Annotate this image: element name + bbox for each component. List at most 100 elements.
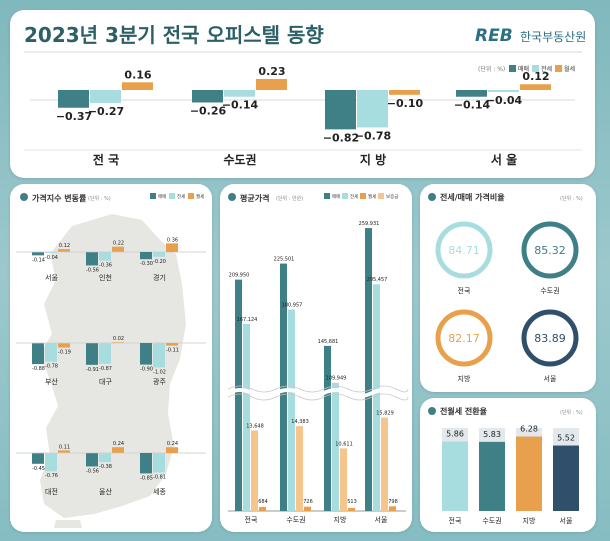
avg-price-value-label: 14,383 bbox=[291, 419, 309, 425]
regional-bar bbox=[32, 453, 44, 464]
brand-name: 한국부동산원 bbox=[520, 30, 586, 44]
axis-break-line-lower bbox=[227, 393, 409, 401]
conversion-bar bbox=[516, 436, 542, 511]
summary-value-label: −0.82 bbox=[323, 131, 359, 144]
regional-bar bbox=[112, 246, 124, 252]
summary-bar bbox=[90, 90, 121, 103]
korea-map-silhouette bbox=[40, 214, 186, 518]
regional-value-label: 0.36 bbox=[167, 237, 178, 243]
summary-chart-svg: 2023년 3분기 전국 오피스텔 동향 REB 한국부동산원 (단위 : %)… bbox=[24, 23, 586, 167]
regional-value-label: -0.76 bbox=[45, 473, 58, 479]
regional-legend-monthly-swatch bbox=[188, 193, 194, 199]
conversion-category-label: 전국 bbox=[449, 516, 462, 525]
regional-legend-monthly: 월세 bbox=[196, 193, 204, 200]
brand-mark: REB bbox=[475, 26, 513, 46]
avg-price-card: 평균가격 (단위 : 만원) 매매 전세 월세 보증금 209,950 167,1… bbox=[220, 184, 412, 532]
summary-bar bbox=[256, 78, 287, 90]
ratio-donut-value: 83.89 bbox=[534, 332, 566, 345]
regional-bar bbox=[166, 343, 178, 346]
summary-category-label: 지 방 bbox=[360, 152, 386, 167]
regional-value-label: -0.45 bbox=[32, 466, 45, 472]
jeju-island-shape bbox=[54, 520, 82, 528]
avg-legend-deposit-swatch bbox=[378, 193, 384, 199]
avg-price-bar bbox=[243, 323, 250, 511]
summary-value-label: −0.14 bbox=[454, 99, 491, 112]
axis-break-band bbox=[227, 388, 410, 398]
regional-bar bbox=[45, 453, 57, 472]
avg-price-value-label: 225,501 bbox=[274, 257, 295, 263]
regional-value-label: -0.56 bbox=[86, 267, 99, 273]
ratio-donut-value: 84.71 bbox=[448, 244, 480, 257]
ratio-donut-label: 수도권 bbox=[540, 287, 559, 295]
summary-value-label: 0.12 bbox=[522, 70, 549, 83]
avg-price-value-label: 684 bbox=[258, 499, 268, 505]
regional-name-label: 서울 bbox=[45, 273, 58, 282]
regional-value-label: 0.24 bbox=[167, 441, 178, 447]
avg-price-value-label: 259,931 bbox=[359, 221, 380, 227]
regional-value-label: 0.22 bbox=[113, 241, 124, 247]
summary-category-label: 수도권 bbox=[223, 153, 256, 167]
ratio-donut-label: 지방 bbox=[458, 374, 471, 383]
regional-name-label: 경기 bbox=[153, 273, 166, 282]
axis-break-line-upper bbox=[227, 385, 409, 393]
avg-price-value-label: 180,957 bbox=[282, 303, 303, 309]
avg-price-value-label: 109,949 bbox=[326, 376, 347, 382]
legend-jeonse-swatch bbox=[532, 65, 539, 72]
conversion-chart-svg: 전월세 전환율 (단위 : %) 5.86 전국 5.83 수도권 6.28 지방 5.52… bbox=[428, 406, 583, 525]
avg-legend-sale-swatch bbox=[324, 193, 330, 199]
conversion-title: 전월세 전환율 bbox=[440, 406, 488, 416]
regional-value-label: -0.14 bbox=[32, 257, 45, 263]
regional-bar bbox=[112, 447, 124, 453]
summary-bar bbox=[122, 82, 153, 90]
regional-name-label: 세종 bbox=[153, 487, 166, 496]
summary-card: 2023년 3분기 전국 오피스텔 동향 REB 한국부동산원 (단위 : %)… bbox=[10, 10, 595, 178]
summary-value-label: −0.10 bbox=[387, 97, 424, 110]
regional-legend-sale-swatch bbox=[150, 193, 156, 199]
ratio-donut-label: 서울 bbox=[544, 374, 557, 383]
summary-bar bbox=[357, 90, 388, 128]
avg-price-bar bbox=[296, 426, 303, 511]
regional-bar bbox=[140, 343, 152, 365]
avg-price-value-label: 167,124 bbox=[237, 317, 258, 323]
section-bullet-icon bbox=[428, 193, 436, 201]
section-bullet-icon bbox=[228, 193, 236, 201]
summary-value-label: −0.14 bbox=[222, 99, 259, 112]
regional-title: 가격지수 변동률 bbox=[32, 193, 87, 203]
avg-legend-jeonse-swatch bbox=[342, 193, 348, 199]
legend-sale-label: 매매 bbox=[518, 65, 529, 73]
jeonse-ratio-title: 전세/매매 가격비율 bbox=[440, 192, 505, 202]
regional-value-label: -0.30 bbox=[140, 261, 153, 267]
avg-legend-monthly: 월세 bbox=[368, 193, 376, 200]
regional-bar bbox=[58, 450, 70, 453]
legend-monthly-label: 월세 bbox=[564, 65, 575, 73]
avg-price-bar bbox=[324, 345, 331, 511]
regional-name-label: 대전 bbox=[45, 487, 58, 496]
jeonse-ratio-chart-svg: 전세/매매 가격비율 (단위 : %) 84.71 전국 85.32 수도권 82.17… bbox=[428, 192, 583, 383]
regional-bar bbox=[86, 252, 98, 266]
regional-value-label: -0.36 bbox=[99, 263, 112, 269]
regional-bar bbox=[153, 453, 165, 473]
conversion-value-label: 5.83 bbox=[483, 430, 501, 439]
summary-bar bbox=[192, 90, 223, 103]
summary-value-label: −0.26 bbox=[190, 104, 227, 117]
conversion-bar bbox=[553, 445, 579, 511]
regional-bar bbox=[140, 453, 152, 474]
regional-legend-jeonse-swatch bbox=[169, 193, 175, 199]
avg-price-value-label: 10,611 bbox=[335, 441, 353, 447]
regional-bar bbox=[32, 252, 44, 256]
summary-value-label: −0.27 bbox=[88, 105, 124, 118]
ratio-donut-ring bbox=[521, 221, 579, 279]
regional-value-label: -1.02 bbox=[153, 369, 166, 375]
avg-legend-monthly-swatch bbox=[360, 193, 366, 199]
summary-bar bbox=[325, 90, 356, 130]
section-bullet-icon bbox=[428, 407, 436, 415]
regional-bar bbox=[58, 343, 70, 348]
regional-bar bbox=[32, 343, 44, 365]
regional-value-label: -0.20 bbox=[153, 259, 166, 265]
regional-legend-jeonse: 전세 bbox=[177, 193, 185, 200]
summary-value-label: 0.16 bbox=[124, 68, 151, 81]
regional-value-label: 0.02 bbox=[113, 336, 124, 342]
avg-price-bar bbox=[288, 309, 295, 511]
avg-price-bar bbox=[348, 507, 355, 511]
regional-value-label: 0.12 bbox=[59, 243, 70, 249]
